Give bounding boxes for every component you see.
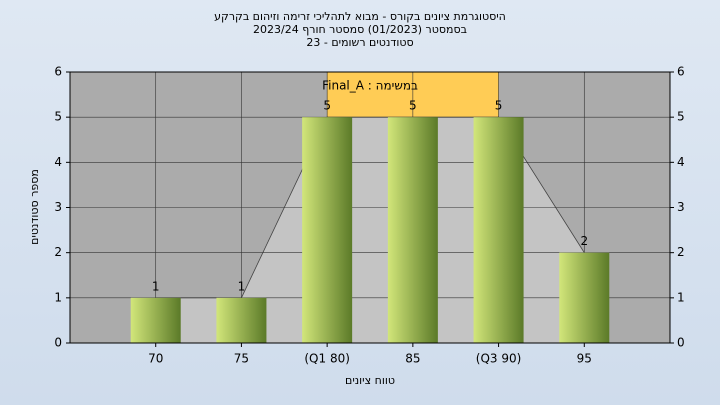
x-tick-label: (Q1 80) [304, 352, 350, 366]
y2-tick-label: 4 [677, 155, 685, 169]
y-tick-label: 0 [54, 336, 62, 350]
y2-tick-label: 5 [677, 110, 685, 124]
y2-tick-label: 2 [677, 245, 685, 259]
data-label: 2 [580, 234, 588, 248]
y-tick-label: 1 [54, 290, 62, 304]
y-tick-label: 4 [54, 155, 62, 169]
y2-tick-label: 6 [677, 65, 685, 79]
y2-tick-label: 1 [677, 290, 685, 304]
y-tick-label: 3 [54, 200, 62, 214]
data-label: 5 [495, 99, 503, 113]
x-tick-label: 95 [577, 352, 592, 366]
data-label: 1 [238, 279, 246, 293]
data-label: 1 [152, 279, 160, 293]
y-tick-label: 2 [54, 245, 62, 259]
data-label: 5 [409, 99, 417, 113]
y-tick-label: 6 [54, 65, 62, 79]
y-axis-label: מספר סטודנטים [28, 169, 41, 245]
bar [302, 117, 353, 344]
x-tick-label: (Q3 90) [476, 352, 522, 366]
x-axis-label: טווח ציונים [345, 374, 395, 387]
bar [559, 252, 610, 343]
x-tick-label: 75 [234, 352, 249, 366]
bar [130, 297, 181, 343]
legend: Final_A : במשימה [322, 79, 418, 93]
bar [473, 117, 524, 344]
y2-tick-label: 3 [677, 200, 685, 214]
x-tick-label: 85 [405, 352, 420, 366]
data-label: 5 [323, 99, 331, 113]
x-tick-label: 70 [148, 352, 163, 366]
y2-tick-label: 0 [677, 336, 685, 350]
plot-frame [69, 71, 671, 344]
title-line: סטודנטים רשומים - 23 [306, 36, 413, 49]
bar [387, 117, 438, 344]
title-line: היסטוגרמת ציונים בקורס - מבוא לתהליכי זר… [214, 10, 506, 23]
title-line: בסמסטר (01/2023) סמסטר חורף 2023/24 [253, 23, 467, 36]
y-tick-label: 5 [54, 110, 62, 124]
bar [216, 297, 267, 343]
